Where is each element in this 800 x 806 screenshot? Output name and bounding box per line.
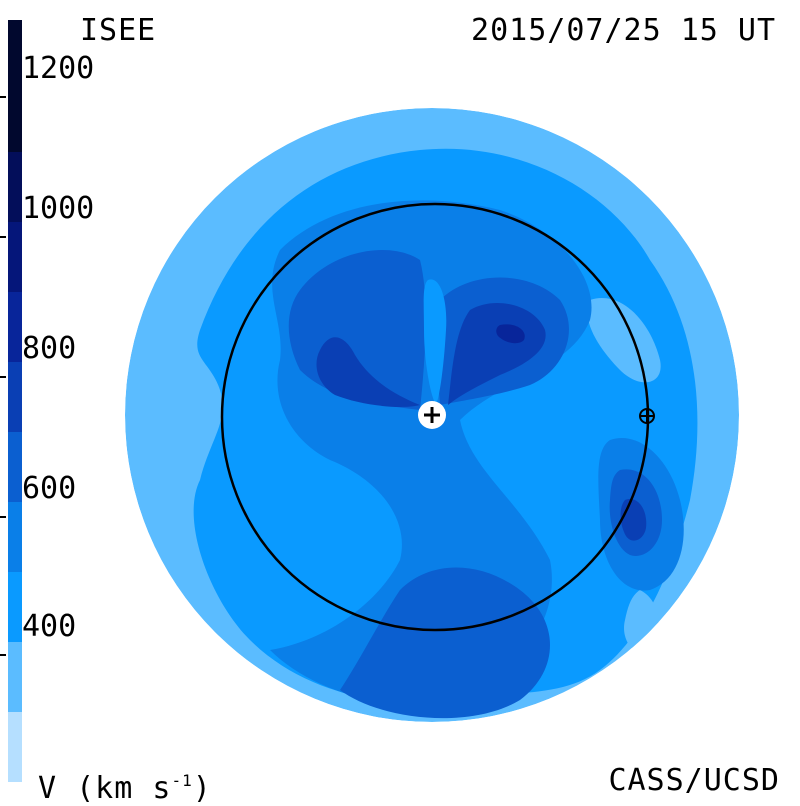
colorbar-segment (8, 712, 22, 782)
contour-band (587, 298, 661, 383)
sun-icon (418, 401, 446, 429)
top-left-label: ISEE (80, 13, 157, 48)
colorbar-tick-label: 1200 (22, 51, 95, 86)
contour-band (340, 567, 550, 719)
contour-band (423, 279, 447, 405)
colorbar-tick-label: 400 (22, 609, 77, 644)
colorbar-tick-label: 600 (22, 471, 77, 506)
credit-label: CASS/UCSD (608, 763, 780, 798)
earth-icon (639, 408, 655, 424)
unit-text: V (km s (38, 771, 172, 806)
colorbar-segment (8, 432, 22, 502)
colorbar-segment (8, 362, 22, 432)
contour-band (316, 337, 420, 407)
timestamp-label: 2015/07/25 15 UT (471, 13, 776, 48)
colorbar-segment (8, 222, 22, 292)
contour-band (448, 302, 546, 405)
unit-exponent: -1 (171, 771, 193, 790)
colorbar-segment (8, 502, 22, 572)
colorbar-segment (8, 642, 22, 712)
contour-band (496, 324, 525, 344)
colorbar-unit-label: V (km s-1) (38, 766, 212, 804)
colorbar-tick-label: 800 (22, 331, 77, 366)
colorbar-segment (8, 572, 22, 642)
velocity-colorbar (8, 20, 22, 782)
colorbar-segment (8, 292, 22, 362)
colorbar-segment (8, 152, 22, 222)
colorbar-tick-label: 1000 (22, 191, 95, 226)
unit-suffix: ) (192, 771, 212, 806)
colorbar-segment (8, 20, 22, 152)
